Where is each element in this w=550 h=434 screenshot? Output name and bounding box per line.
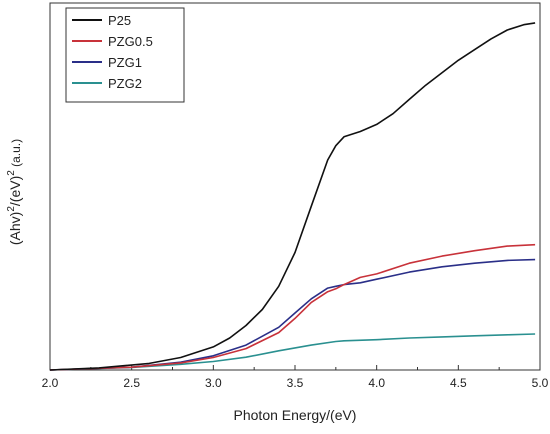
y-axis-label-exp2: 2 [6, 170, 17, 176]
legend-box [65, 7, 185, 103]
y-axis-label-exp1: 2 [6, 206, 17, 212]
x-axis-ticks: 2.0 2.5 3.0 3.5 4.0 4.5 5.0 [42, 365, 549, 390]
series-line-p25 [49, 22, 536, 371]
y-axis-label-base1: (Ahv) [7, 212, 23, 245]
series-line-pzg2 [49, 333, 536, 371]
legend-label: PZG1 [108, 55, 142, 70]
legend-label: PZG0.5 [108, 34, 153, 49]
x-tick-label: 2.0 [42, 376, 59, 390]
legend-items: P25 PZG0.5 PZG1 PZG2 [72, 13, 153, 91]
y-axis-label-unit: (a.u.) [9, 139, 23, 170]
x-tick-label: 5.0 [532, 376, 549, 390]
y-axis-label-base2: /(eV) [7, 176, 23, 206]
legend-label: PZG2 [108, 76, 142, 91]
x-tick-label: 4.5 [450, 376, 467, 390]
series-line-pzg1 [49, 258, 536, 371]
x-tick-label: 3.0 [205, 376, 222, 390]
x-axis-label: Photon Energy/(eV) [234, 407, 357, 423]
y-axis-label: (Ahv)2/(eV)2 (a.u.) [6, 139, 23, 245]
x-tick-label: 3.5 [287, 376, 304, 390]
series-lines [49, 22, 536, 371]
x-tick-label: 2.5 [123, 376, 140, 390]
series-line-pzg0-5 [49, 243, 536, 371]
x-tick-label: 4.0 [368, 376, 385, 390]
legend-label: P25 [108, 13, 131, 28]
legend: P25 PZG0.5 PZG1 PZG2 [65, 7, 185, 103]
